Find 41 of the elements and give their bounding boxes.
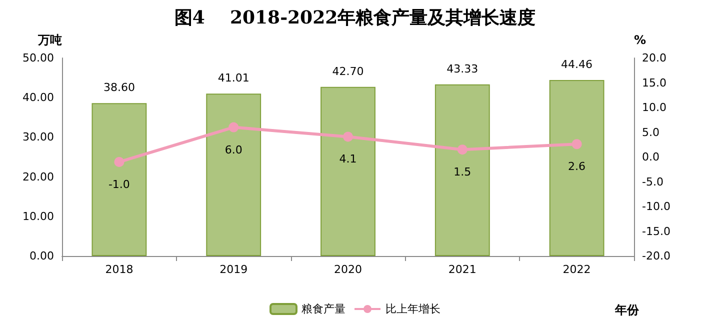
y-tick-label: 20.00: [22, 170, 54, 184]
data-label: 44.46: [561, 58, 593, 71]
y-axis-title: 万吨: [37, 33, 62, 47]
data-label: -1.0: [108, 178, 130, 191]
y2-tick-label: -20.0: [642, 250, 670, 262]
y-tick-label: 10.00: [22, 210, 54, 223]
data-label: 43.33: [446, 62, 478, 76]
x-tick-label: 2022: [562, 263, 591, 276]
data-label: 6.0: [224, 143, 242, 156]
y2-tick-label: -10.0: [642, 200, 670, 213]
y2-tick-label: 20.0: [642, 52, 666, 64]
y2-tick-label: 10.0: [642, 101, 666, 114]
data-label: 2.6: [568, 160, 586, 174]
x-tick-label: 2021: [448, 263, 476, 276]
point: [343, 132, 353, 142]
y2-tick-label: 15.0: [642, 76, 666, 90]
x-tick-label: 2020: [334, 263, 362, 276]
y2-tick-label: 5.0: [642, 126, 660, 139]
point: [572, 139, 582, 150]
y2-tick-label: -5.0: [642, 175, 664, 188]
point: [228, 122, 239, 132]
data-label: 42.70: [332, 64, 364, 78]
y2-axis-title: %: [634, 33, 646, 47]
x-tick-label: 2018: [105, 263, 134, 276]
y2-tick-label: -15.0: [642, 224, 670, 238]
y-tick-label: 30.00: [22, 130, 54, 144]
point: [114, 156, 124, 167]
legend-label: 粮食产量: [302, 302, 346, 316]
x-tick-label: 2019: [220, 263, 248, 276]
point: [457, 144, 468, 155]
chart-title: 图4 2018-2022年粮食产量及其增长速度: [174, 8, 536, 28]
x-axis-title: 年份: [614, 303, 640, 317]
y-tick-label: 40.00: [22, 91, 54, 104]
data-label: 1.5: [454, 166, 472, 179]
y-tick-label: 0.00: [30, 250, 54, 262]
legend-label: 比上年增长: [386, 302, 440, 316]
data-label: 41.01: [218, 72, 250, 85]
y2-tick-label: 0.0: [642, 150, 660, 164]
y-tick-label: 50.00: [22, 52, 54, 64]
data-label: 4.1: [339, 152, 357, 166]
data-label: 38.60: [103, 81, 135, 94]
